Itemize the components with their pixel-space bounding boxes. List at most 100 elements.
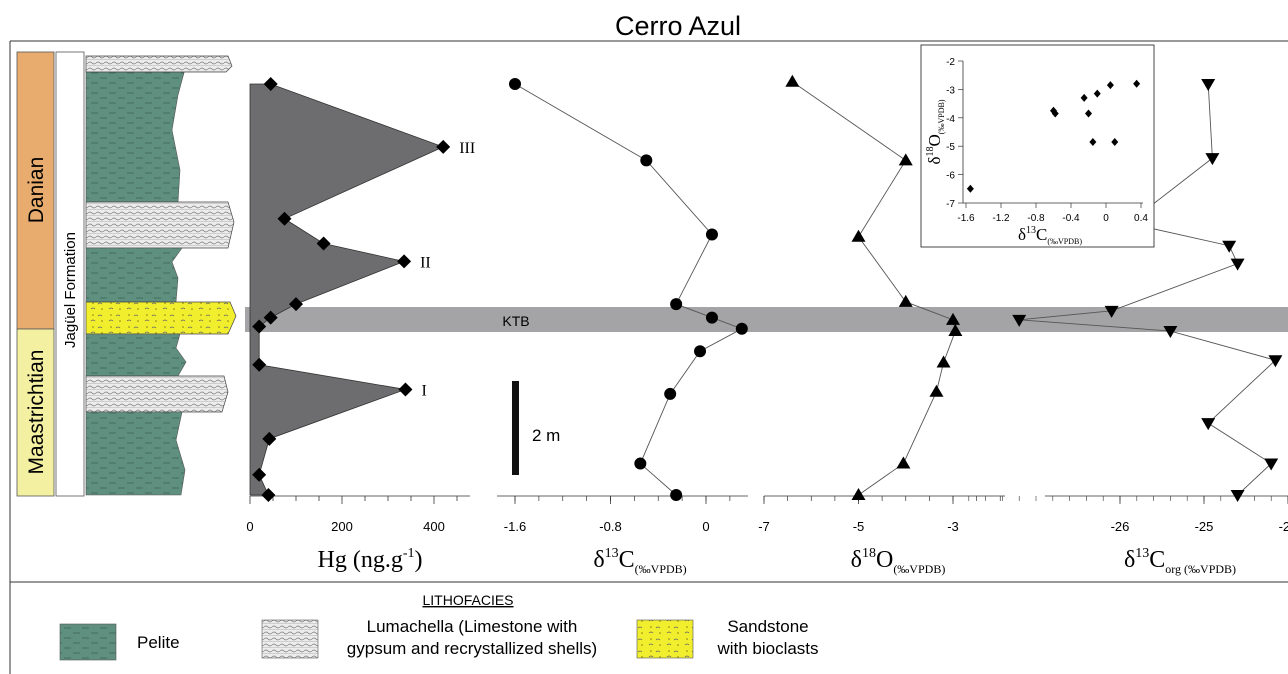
d18o-ticks: -7 -5 -3: [758, 496, 1001, 534]
data-point: [705, 228, 718, 241]
d13corg-xlabel: δ13Corg (‰VPDB): [1124, 546, 1236, 576]
inset-point: [1089, 137, 1097, 146]
inset-points: [966, 79, 1141, 193]
formation-label: Jagüel Formation: [62, 232, 79, 348]
tick-label: 400: [423, 519, 445, 534]
inset-point: [1093, 89, 1101, 98]
d13c-xlabel: δ13C(‰VPDB): [593, 546, 686, 576]
data-point: [1264, 458, 1279, 471]
inset-ytick-label: -4: [946, 114, 955, 125]
data-point: [509, 78, 521, 90]
tick-label: -0.8: [599, 519, 621, 534]
danian-bar: [16, 51, 55, 330]
data-point: [735, 322, 748, 335]
hg-point: [263, 77, 278, 91]
hg-annotation-2: II: [420, 254, 431, 271]
data-point: [694, 345, 707, 358]
data-point: [1205, 153, 1220, 166]
inset-scatter: -1.6 -1.2 -0.8 -0.4 0 0.4 -2 -3 -4 -5 -6 -7 δ13C(‰…: [920, 44, 1155, 248]
hg-ticks: 0 200 400: [246, 496, 458, 534]
inset-ytick-label: -3: [946, 85, 955, 96]
legend-sandstone-swatch: [636, 619, 694, 659]
data-point: [670, 489, 683, 501]
inset-xticks: -1.6 -1.2 -0.8 -0.4 0 0.4: [957, 203, 1148, 224]
hg-point: [397, 254, 412, 269]
frame: [9, 40, 1288, 674]
d13c-ticks: -1.6 -0.8 0: [504, 496, 731, 534]
data-point: [1230, 490, 1245, 502]
data-point: [948, 324, 963, 337]
ktb-label: KTB: [502, 313, 529, 329]
inset-xtick-label: 0: [1103, 213, 1109, 224]
data-point: [640, 154, 653, 167]
lumachella-middle: [85, 201, 235, 249]
data-point: [1222, 240, 1237, 253]
data-point: [851, 229, 866, 242]
inset-ytick-label: -5: [946, 142, 955, 153]
d18o-line: [792, 81, 956, 496]
data-point: [1230, 258, 1245, 271]
tick-label: -5: [853, 519, 865, 534]
inset-yticks: -2 -3 -4 -5 -6 -7: [946, 57, 963, 210]
hg-point: [252, 357, 267, 372]
inset-xtick-label: -0.4: [1062, 213, 1080, 224]
inset-ytick-label: -6: [946, 171, 955, 182]
inset-point: [1106, 81, 1114, 90]
hg-area: [249, 83, 445, 496]
legend-pelite-label: Pelite: [137, 633, 180, 652]
hg-point: [252, 319, 267, 334]
hg-point: [316, 236, 331, 251]
d18o-points: [785, 74, 963, 500]
inset-xtick-label: -1.2: [992, 213, 1010, 224]
danian-label: Danian: [25, 157, 48, 224]
lumachella-lower: [85, 375, 229, 413]
inset-point: [1111, 137, 1119, 146]
hg-points: [252, 77, 451, 502]
hg-point: [436, 139, 451, 154]
inset-point: [1080, 93, 1088, 102]
hg-point: [262, 431, 277, 446]
pelite-bioclast: [85, 247, 183, 303]
d13c-points: [509, 78, 748, 501]
hg-annotation-3: III: [459, 140, 475, 157]
data-point: [1012, 314, 1027, 327]
tick-label: -1.6: [504, 519, 526, 534]
hg-point: [289, 297, 303, 312]
tick-label: -25: [1195, 519, 1214, 534]
inset-xlabel: δ13C(‰VPDB): [1018, 225, 1082, 246]
d13c-panel: -1.6 -0.8 0 δ13C(‰VPDB): [497, 78, 748, 576]
hg-annotation-1: I: [421, 382, 426, 399]
inset-point: [1133, 79, 1141, 88]
maastrichtian-label: Maastrichtian: [25, 350, 48, 475]
data-point: [1201, 79, 1216, 91]
data-point: [898, 294, 913, 307]
d13corg-ticks: -26 -25 -24: [968, 496, 1288, 534]
tick-label: 200: [331, 519, 353, 534]
tick-label: -7: [758, 519, 770, 534]
pelite-middle: [85, 333, 187, 377]
data-point: [634, 457, 647, 470]
tick-label: 0: [246, 519, 253, 534]
data-point: [1163, 326, 1178, 339]
maastrichtian-bar: [16, 328, 55, 497]
pelite-upper: [85, 68, 186, 203]
data-point: [705, 311, 718, 324]
scale-bar-label: 2 m: [532, 426, 560, 445]
inset-point: [1085, 109, 1092, 118]
inset-point: [966, 184, 974, 193]
tick-label: -26: [1111, 519, 1130, 534]
data-point: [664, 387, 677, 400]
hg-xlabel: Hg (ng.g-1): [318, 546, 423, 573]
legend-sandstone-label-2: with bioclasts: [716, 639, 818, 658]
hg-point: [261, 488, 276, 502]
legend-lumachella-label-1: Lumachella (Limestone with: [367, 617, 578, 636]
data-point: [896, 456, 911, 469]
inset-xtick-label: 0.4: [1134, 213, 1148, 224]
tick-label: 0: [702, 519, 709, 534]
inset-xtick-label: -0.8: [1027, 213, 1045, 224]
inset-xtick-label: -1.6: [957, 213, 975, 224]
legend-lumachella-swatch: [261, 619, 319, 659]
hg-point: [263, 310, 278, 325]
d13c-line: [514, 83, 743, 496]
